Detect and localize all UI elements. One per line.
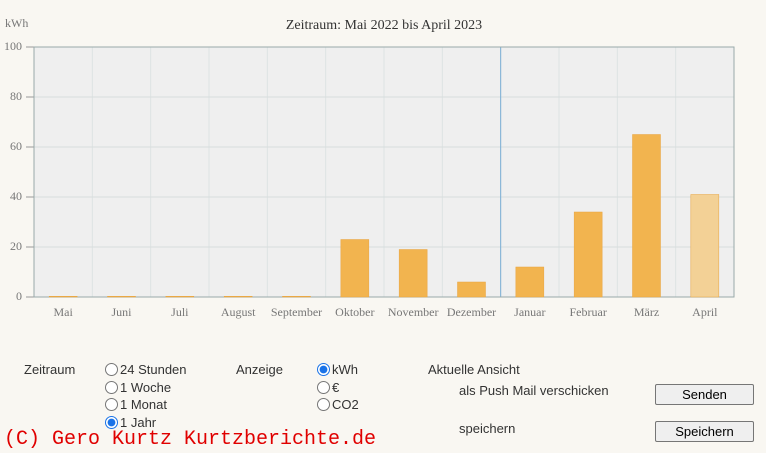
zeitraum-option: 24 Stunden	[120, 362, 187, 377]
anzeige-label: Anzeige	[236, 362, 283, 377]
zeitraum-label: Zeitraum	[24, 362, 76, 377]
anzeige-radio[interactable]	[317, 398, 330, 411]
anzeige-radio[interactable]	[317, 363, 330, 376]
bar	[573, 211, 603, 298]
push-mail-label: als Push Mail verschicken	[459, 383, 609, 398]
zeitraum-radio[interactable]	[105, 398, 118, 411]
zeitraum-radio[interactable]	[105, 380, 118, 394]
speichern-label: speichern	[459, 421, 516, 436]
zeitraum-option: 1 Woche	[120, 379, 172, 395]
bar	[398, 249, 428, 298]
y-tick-label: 40	[10, 189, 22, 203]
zeitraum-radio[interactable]	[105, 415, 118, 429]
anzeige-option: €	[332, 379, 340, 395]
bar	[515, 266, 545, 298]
x-tick-label: März	[634, 305, 659, 319]
anzeige-option: CO2	[332, 397, 359, 412]
anzeige-option: kWh	[332, 362, 358, 377]
bar	[457, 281, 486, 298]
zeitraum-radio[interactable]	[105, 363, 118, 376]
zeitraum-option: 1 Monat	[120, 397, 167, 412]
bar	[690, 194, 720, 298]
anzeige-radio[interactable]	[317, 380, 330, 394]
plot-border	[33, 46, 735, 298]
zeitraum-option: 1 Jahr	[120, 414, 157, 430]
bar	[48, 296, 78, 298]
chart: Zeitraum: Mai 2022 bis April 2023 kWh 0 2…	[4, 16, 735, 319]
x-tick-label: August	[221, 305, 256, 319]
section-label: Aktuelle Ansicht	[428, 362, 520, 377]
y-tick-label: 80	[10, 89, 22, 103]
x-tick-label: September	[271, 305, 322, 319]
bar	[107, 296, 136, 298]
bar	[282, 296, 311, 298]
bar	[223, 296, 253, 298]
x-tick-label: Juni	[111, 305, 132, 319]
x-tick-label: Januar	[514, 305, 545, 319]
chart-title: Zeitraum: Mai 2022 bis April 2023	[286, 18, 482, 33]
x-tick-label: Oktober	[335, 305, 374, 319]
y-tick-label: 60	[10, 139, 22, 153]
x-tick-label: Juli	[171, 305, 189, 319]
send-button[interactable]: Senden	[655, 384, 754, 405]
x-tick-label: November	[388, 305, 439, 319]
bar	[165, 296, 195, 298]
bar	[340, 239, 370, 298]
x-tick-label: April	[692, 305, 718, 319]
y-tick-label: 0	[16, 289, 22, 303]
bar	[632, 134, 661, 298]
watermark: (C) Gero Kurtz Kurtzberichte.de	[4, 428, 377, 451]
y-axis-label: kWh	[5, 16, 28, 30]
y-tick-label: 20	[10, 239, 22, 253]
x-tick-label: Februar	[570, 305, 607, 319]
x-tick-label: Mai	[53, 305, 73, 319]
x-tick-label: Dezember	[447, 305, 496, 319]
save-button[interactable]: Speichern	[655, 421, 754, 442]
y-tick-label: 100	[4, 39, 22, 53]
